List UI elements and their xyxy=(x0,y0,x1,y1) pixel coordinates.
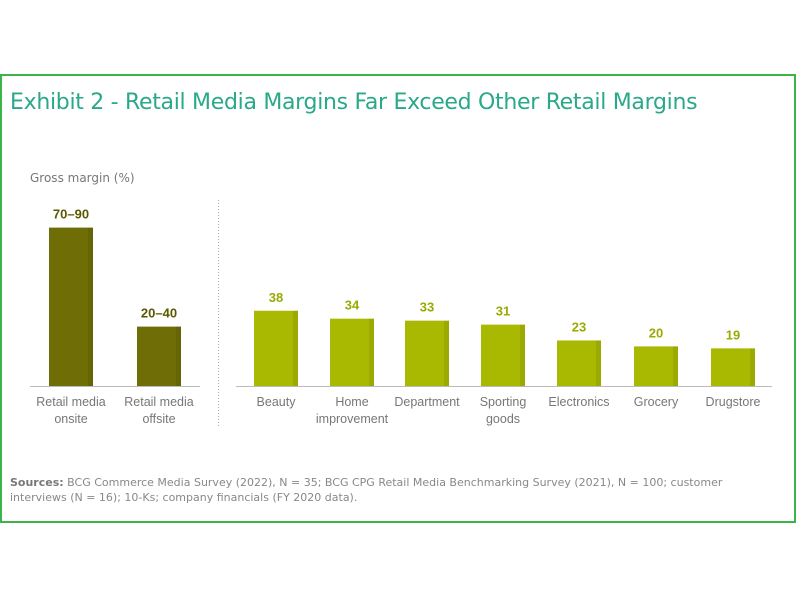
chart-title: Exhibit 2 - Retail Media Margins Far Exc… xyxy=(10,90,698,115)
bar-shade xyxy=(596,340,601,386)
bar-shade xyxy=(444,320,449,386)
data-label: 20 xyxy=(649,325,663,340)
category-label: Drugstore xyxy=(706,395,761,409)
data-label: 70–90 xyxy=(53,207,89,222)
data-label: 33 xyxy=(420,300,434,315)
category-label: Electronics xyxy=(548,395,609,409)
bar xyxy=(634,346,678,386)
bar xyxy=(405,320,449,386)
sources-label: Sources: xyxy=(10,476,64,489)
exhibit-frame xyxy=(0,74,796,523)
bar-shade xyxy=(293,310,298,386)
bar xyxy=(137,326,181,386)
category-label: Department xyxy=(394,395,460,409)
bar-shade xyxy=(176,326,181,386)
category-label: improvement xyxy=(316,412,389,426)
bar xyxy=(557,340,601,386)
data-label: 38 xyxy=(269,290,283,305)
data-label: 20–40 xyxy=(141,306,177,321)
category-label: offsite xyxy=(142,412,175,426)
bar-shade xyxy=(88,227,93,386)
bar xyxy=(49,227,93,386)
y-axis-label: Gross margin (%) xyxy=(30,171,135,185)
data-label: 31 xyxy=(496,304,510,319)
category-label: Beauty xyxy=(257,395,297,409)
category-label: goods xyxy=(486,412,520,426)
bar-shade xyxy=(673,346,678,386)
data-label: 23 xyxy=(572,319,586,334)
bar xyxy=(711,348,755,386)
bar xyxy=(330,318,374,386)
sources-text: BCG Commerce Media Survey (2022), N = 35… xyxy=(10,476,723,504)
data-label: 19 xyxy=(726,327,740,342)
sources-note: Sources: BCG Commerce Media Survey (2022… xyxy=(10,475,770,505)
category-label: Retail media xyxy=(36,395,106,409)
category-label: Retail media xyxy=(124,395,194,409)
category-label: Home xyxy=(335,395,368,409)
category-label: Grocery xyxy=(634,395,679,409)
data-label: 34 xyxy=(345,298,360,313)
bar-shade xyxy=(750,348,755,386)
bar xyxy=(254,310,298,386)
bar-shade xyxy=(369,318,374,386)
category-label: Sporting xyxy=(480,395,527,409)
bar xyxy=(481,324,525,386)
bar-shade xyxy=(520,324,525,386)
category-label: onsite xyxy=(54,412,87,426)
